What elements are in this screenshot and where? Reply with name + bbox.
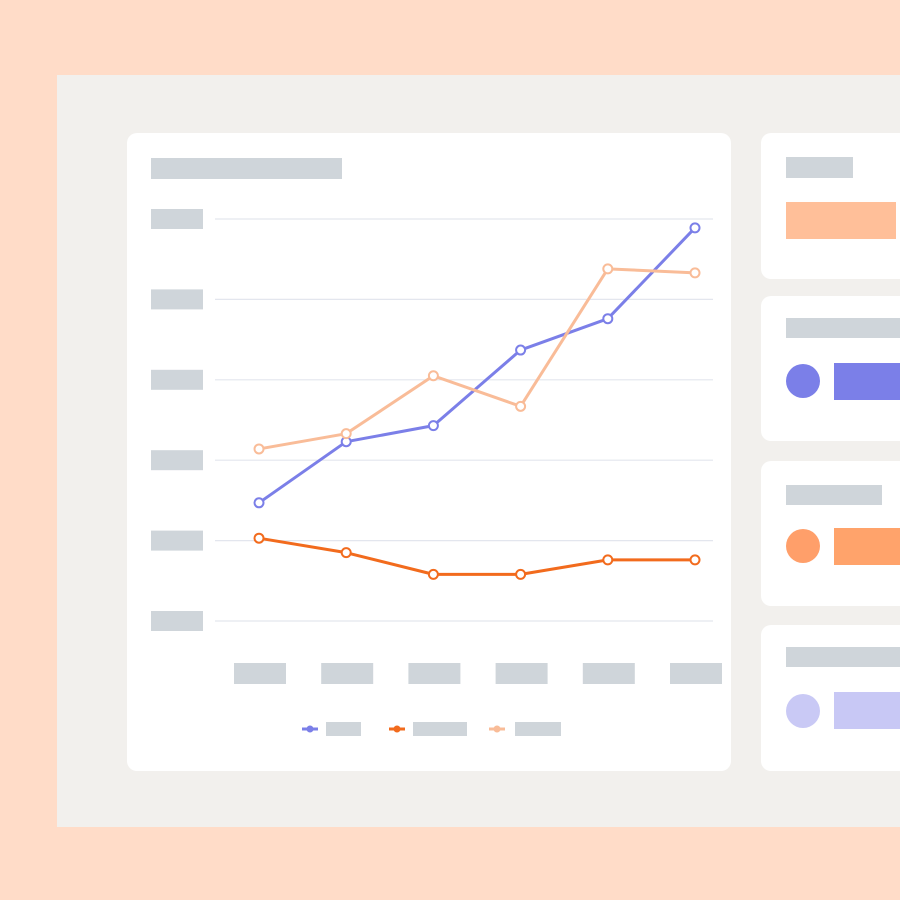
data-point [515, 344, 527, 356]
legend-label-placeholder [326, 722, 361, 736]
y-tick-label-placeholder [151, 209, 203, 229]
stat-value-bar [834, 528, 900, 565]
y-tick-label-placeholder [151, 450, 203, 471]
y-tick-label-placeholder [151, 369, 203, 390]
stat-value-bar [834, 363, 900, 400]
data-point [253, 532, 265, 544]
legend-dot [786, 529, 820, 563]
data-point [689, 222, 701, 234]
stat-value-bar [834, 692, 900, 729]
x-tick-label-placeholder [670, 663, 722, 684]
y-tick-label-placeholder [151, 530, 203, 551]
stat-card-4 [761, 625, 900, 771]
data-point [253, 443, 265, 455]
stat-card-3 [761, 461, 900, 606]
data-point [515, 400, 527, 412]
stat-value-bar [786, 202, 896, 239]
stat-card-2 [761, 296, 900, 441]
stat-label-placeholder [786, 157, 853, 178]
data-point [515, 568, 527, 580]
data-point [340, 547, 352, 559]
x-tick-label-placeholder [321, 663, 374, 684]
data-point [602, 313, 614, 325]
x-tick-label-placeholder [408, 663, 461, 684]
legend-label-placeholder [413, 722, 467, 736]
legend-marker-icon [306, 725, 314, 733]
x-tick-label-placeholder [495, 663, 548, 684]
data-point [427, 420, 439, 432]
legend-marker-icon [493, 725, 501, 733]
series-line-1 [258, 226, 697, 505]
stat-label-placeholder [786, 318, 900, 338]
data-point [427, 370, 439, 382]
stat-label-placeholder [786, 485, 882, 505]
stat-card-1 [761, 133, 900, 279]
data-point [427, 568, 439, 580]
series-line-3 [258, 267, 696, 451]
stat-label-placeholder [786, 647, 900, 667]
data-point [340, 428, 352, 440]
series-line-2 [258, 536, 695, 576]
legend-label-placeholder [515, 722, 561, 736]
y-tick-label-placeholder [151, 289, 203, 310]
data-point [602, 554, 614, 566]
data-point [602, 263, 614, 275]
data-point [689, 554, 701, 566]
legend-dot [786, 364, 820, 398]
legend-marker-icon [393, 725, 401, 733]
legend-dot [786, 694, 820, 728]
data-point [689, 267, 701, 279]
x-tick-label-placeholder [582, 663, 635, 684]
x-tick-label-placeholder [234, 663, 286, 684]
chart-title-placeholder [151, 158, 342, 179]
data-point [253, 497, 265, 509]
y-tick-label-placeholder [151, 611, 203, 631]
